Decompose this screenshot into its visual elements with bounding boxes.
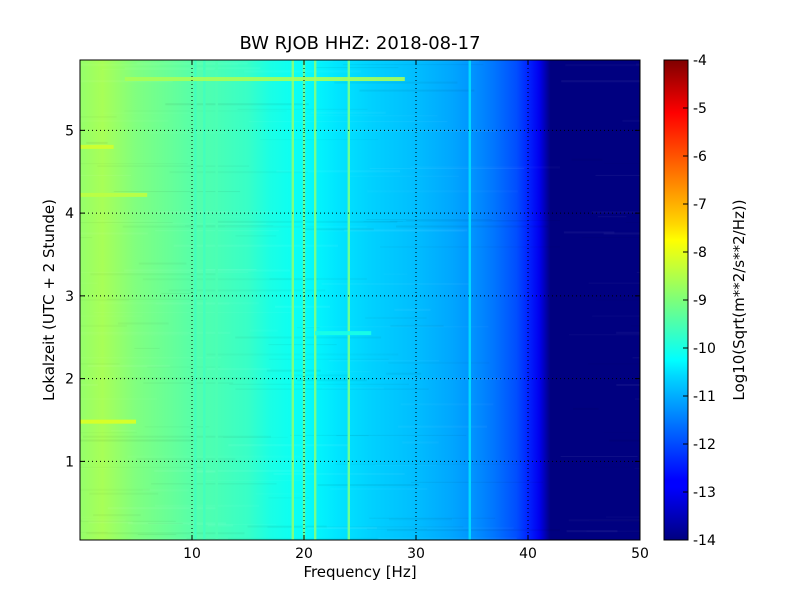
- spectrogram-texture: [80, 60, 640, 540]
- colorbar-tick-label: -9: [693, 293, 707, 309]
- y-tick-label: 1: [65, 454, 74, 470]
- y-tick-label: 4: [65, 206, 74, 222]
- x-tick-label: 50: [631, 546, 649, 562]
- colorbar-tick-label: -6: [693, 149, 707, 165]
- grid: [80, 60, 640, 540]
- y-axis-ticks: 1 2 3 4 5: [65, 123, 640, 470]
- spectrogram-plot: 10 20 30 40 50 1 2 3 4 5: [65, 59, 649, 562]
- transient-events: [80, 77, 405, 424]
- colorbar-tick-label: -5: [693, 101, 707, 117]
- x-tick-label: 10: [183, 546, 201, 562]
- y-tick-label: 5: [65, 123, 74, 139]
- y-axis-label: Lokalzeit (UTC + 2 Stunde): [40, 199, 58, 401]
- x-axis-label: Frequency [Hz]: [303, 563, 416, 581]
- plot-frame: [79, 59, 641, 541]
- transient-event: [80, 144, 114, 149]
- colorbar-tick-label: -11: [693, 389, 716, 405]
- colorbar-ticks: -4 -5 -6 -7 -8 -9 -10 -11 -12 -13 -14: [683, 53, 716, 549]
- transient-event: [315, 331, 372, 336]
- x-tick-label: 40: [519, 546, 537, 562]
- colorbar-tick-label: -7: [693, 197, 707, 213]
- x-tick-label: 20: [295, 546, 313, 562]
- colorbar-tick-label: -8: [693, 245, 707, 261]
- colorbar: -4 -5 -6 -7 -8 -9 -10 -11 -12 -13 -14: [663, 53, 716, 549]
- x-axis-ticks: 10 20 30 40 50: [183, 60, 649, 562]
- transient-event: [124, 77, 405, 82]
- x-tick-label: 30: [407, 546, 425, 562]
- y-tick-label: 2: [65, 372, 74, 388]
- colorbar-label: Log10(Sqrt(m**2/s**2/Hz)): [730, 199, 748, 400]
- spectral-lines: [194, 60, 471, 540]
- colorbar-tick-label: -13: [693, 485, 716, 501]
- transient-event: [80, 192, 148, 197]
- chart-title: BW RJOB HHZ: 2018-08-17: [239, 33, 480, 54]
- colorbar-tick-label: -12: [693, 437, 716, 453]
- colorbar-tick-label: -4: [693, 53, 707, 69]
- colorbar-tick-label: -10: [693, 341, 716, 357]
- transient-event: [80, 419, 136, 424]
- colorbar-tick-label: -14: [693, 533, 716, 549]
- y-tick-label: 3: [65, 289, 74, 305]
